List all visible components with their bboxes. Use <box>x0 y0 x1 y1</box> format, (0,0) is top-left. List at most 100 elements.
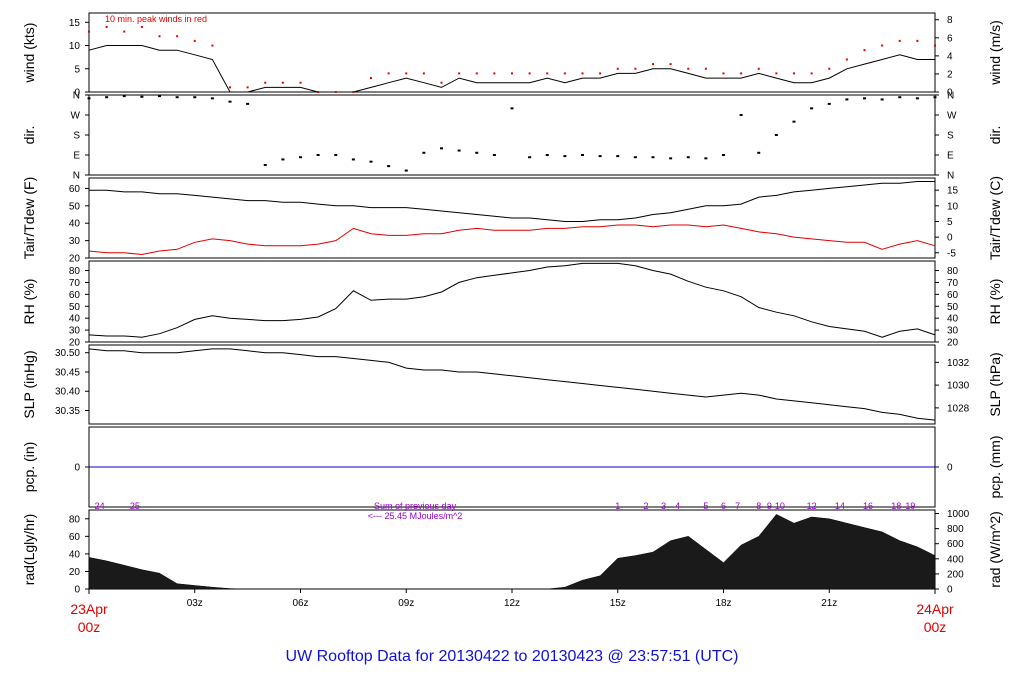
radiation-tick-label-right: 800 <box>947 524 964 535</box>
dir-point <box>528 156 532 159</box>
dir-point <box>933 96 937 99</box>
dir-point <box>545 154 549 156</box>
wind-ylabel: wind (kts) <box>21 23 37 84</box>
direction-frame <box>88 94 936 176</box>
radiation-tick-label-right: 400 <box>947 554 964 565</box>
dir-point <box>210 97 214 100</box>
dir-point <box>827 102 831 105</box>
temperature-tick-label-left: 60 <box>69 184 81 195</box>
dir-point <box>351 158 355 161</box>
dir-point <box>739 114 743 116</box>
date-end-hour: 00z <box>923 619 947 635</box>
pressure-tick-label-right: 1030 <box>947 381 970 392</box>
dir-point <box>704 157 708 160</box>
x-tick-label: 12z <box>504 598 520 609</box>
wind-peak-point <box>123 30 126 33</box>
dir-point <box>686 156 690 159</box>
wind-peak-point <box>387 72 390 75</box>
wind-peak-point <box>793 72 795 75</box>
radiation-tick-label-left: 60 <box>69 532 81 543</box>
radiation-tick-label-left: 20 <box>69 567 81 578</box>
dir-point <box>492 154 496 156</box>
dir-point <box>757 151 761 154</box>
wind-peak-point <box>458 72 461 75</box>
dir-tick-label-right: E <box>947 151 954 162</box>
dir-point <box>475 151 479 154</box>
pressure-tick-label-right: 1028 <box>947 403 970 414</box>
temperature-tick-label-right: 15 <box>947 186 959 197</box>
date-start-hour: 00z <box>77 619 101 635</box>
precipitation-ylabel: pcp. (in) <box>21 442 37 493</box>
rad-hour-label: 24 <box>95 501 105 511</box>
radiation-tick-label-left: 80 <box>69 514 81 525</box>
wind-peak-point <box>881 44 884 47</box>
pressure-ylabel-right: SLP (hPa) <box>987 352 1003 416</box>
pressure-tick-label-left: 30.45 <box>55 367 80 378</box>
wind-peak-point <box>722 72 725 75</box>
wind-peak-point <box>934 44 936 47</box>
wind-tick-label-left: 10 <box>69 41 81 52</box>
humidity-tick-label-left: 50 <box>69 302 81 313</box>
dir-point <box>87 97 91 100</box>
direction-ylabel: dir. <box>21 126 37 145</box>
radiation-tick-label-right: 0 <box>947 585 953 596</box>
wind-peak-point <box>370 77 372 80</box>
pressure-tick-label-left: 30.50 <box>55 348 80 359</box>
rad-area <box>88 514 936 590</box>
wind-peak-point <box>281 81 284 84</box>
radiation-tick-label-right: 200 <box>947 569 964 580</box>
dir-point <box>105 96 109 99</box>
humidity-tick-label-right: 80 <box>947 266 959 277</box>
wind-peak-point <box>193 39 196 42</box>
wind-frame <box>88 12 936 93</box>
precipitation-tick-label-right: 0 <box>947 463 953 474</box>
wind-peak-point <box>616 67 619 70</box>
rad-hour-label: 8 <box>756 501 761 511</box>
slp-series-line <box>88 348 936 421</box>
dir-tick-label-left: W <box>71 111 81 122</box>
x-tick-label: 21z <box>821 598 837 609</box>
date-start-day: 23Apr <box>70 601 108 617</box>
dir-point <box>440 147 443 150</box>
wind-peak-point <box>176 35 179 38</box>
dir-point <box>510 107 514 110</box>
rad-hour-label: 2 <box>643 501 648 511</box>
x-tick-label: 06z <box>292 598 308 609</box>
wind-peak-point <box>704 67 707 70</box>
humidity-tick-label-right: 50 <box>947 302 959 313</box>
radiation-tick-label-right: 1000 <box>947 509 970 520</box>
humidity-tick-label-right: 30 <box>947 326 959 337</box>
wind-peak-point <box>898 39 901 42</box>
radiation-tick-label-left: 40 <box>69 549 81 560</box>
rad-hour-label: 14 <box>835 501 845 511</box>
rad-hour-label: 25 <box>130 501 140 511</box>
rad-hour-label: 7 <box>735 501 740 511</box>
rad-hour-label: 16 <box>863 501 873 511</box>
radiation-tick-label-left: 0 <box>74 585 80 596</box>
pressure-tick-label-right: 1032 <box>947 358 970 369</box>
rad-note-line2: <--- 25.45 MJoules/m^2 <box>368 511 463 521</box>
dir-point <box>122 95 126 98</box>
wind-peak-point <box>405 72 408 75</box>
humidity-tick-label-left: 70 <box>69 278 81 289</box>
wind-peak-point <box>669 63 672 66</box>
dir-point <box>387 165 391 168</box>
dir-tick-label-right: W <box>947 111 957 122</box>
dir-tick-label-left: N <box>73 91 80 102</box>
humidity-tick-label-right: 20 <box>947 338 959 349</box>
temperature-ylabel-right: Tair/Tdew (C) <box>987 176 1003 260</box>
rad-hour-label: 18 <box>891 501 901 511</box>
temperature-tick-label-left: 20 <box>69 254 81 265</box>
wind-peak-point <box>475 72 478 75</box>
wind-annotation: 10 min. peak winds in red <box>105 14 207 24</box>
rad-hour-label: 6 <box>721 501 726 511</box>
dir-point <box>845 98 849 101</box>
dir-point <box>369 160 373 163</box>
dir-point <box>422 151 426 154</box>
x-tick-label: 15z <box>610 598 626 609</box>
humidity-tick-label-right: 70 <box>947 278 959 289</box>
wind-peak-point <box>528 72 531 75</box>
dir-point <box>404 169 408 172</box>
wind-peak-point <box>687 67 690 70</box>
